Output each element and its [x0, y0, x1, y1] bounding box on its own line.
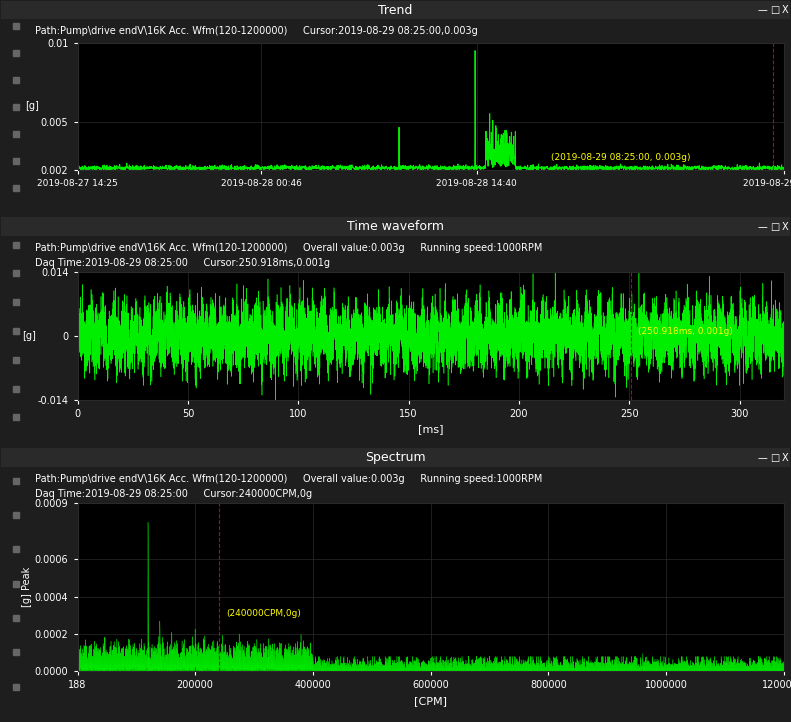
Text: Path:Pump\drive endV\16K Acc. Wfm(120-1200000)     Cursor:2019-08-29 08:25:00,0.: Path:Pump\drive endV\16K Acc. Wfm(120-12… — [35, 27, 478, 36]
Text: Path:Pump\drive endV\16K Acc. Wfm(120-1200000)     Overall value:0.003g     Runn: Path:Pump\drive endV\16K Acc. Wfm(120-12… — [35, 474, 542, 484]
X-axis label: [CPM]: [CPM] — [414, 696, 447, 706]
Text: Spectrum: Spectrum — [365, 451, 426, 464]
Text: —: — — [758, 453, 767, 463]
X-axis label: [ms]: [ms] — [418, 425, 444, 435]
Bar — [1, 1, 790, 19]
Text: (250.918ms, 0.001g): (250.918ms, 0.001g) — [638, 327, 733, 336]
Text: Trend: Trend — [378, 4, 413, 17]
Bar — [1, 448, 790, 467]
Text: —: — — [758, 5, 767, 15]
Y-axis label: [g] Peak: [g] Peak — [22, 567, 32, 607]
Text: (2019-08-29 08:25:00, 0.003g): (2019-08-29 08:25:00, 0.003g) — [551, 153, 691, 162]
Text: —: — — [758, 222, 767, 232]
Text: X: X — [782, 222, 789, 232]
Text: X: X — [782, 5, 789, 15]
Text: Time waveform: Time waveform — [347, 220, 444, 233]
Y-axis label: [g]: [g] — [22, 331, 36, 341]
Y-axis label: [g]: [g] — [25, 102, 40, 111]
Bar — [1, 217, 790, 236]
Text: □: □ — [770, 5, 779, 15]
Text: □: □ — [770, 222, 779, 232]
Text: X: X — [782, 453, 789, 463]
Text: Daq Time:2019-08-29 08:25:00     Cursor:240000CPM,0g: Daq Time:2019-08-29 08:25:00 Cursor:2400… — [35, 489, 312, 499]
Text: Path:Pump\drive endV\16K Acc. Wfm(120-1200000)     Overall value:0.003g     Runn: Path:Pump\drive endV\16K Acc. Wfm(120-12… — [35, 243, 542, 253]
Text: Daq Time:2019-08-29 08:25:00     Cursor:250.918ms,0.001g: Daq Time:2019-08-29 08:25:00 Cursor:250.… — [35, 258, 330, 268]
Text: □: □ — [770, 453, 779, 463]
Text: (240000CPM,0g): (240000CPM,0g) — [225, 609, 301, 618]
